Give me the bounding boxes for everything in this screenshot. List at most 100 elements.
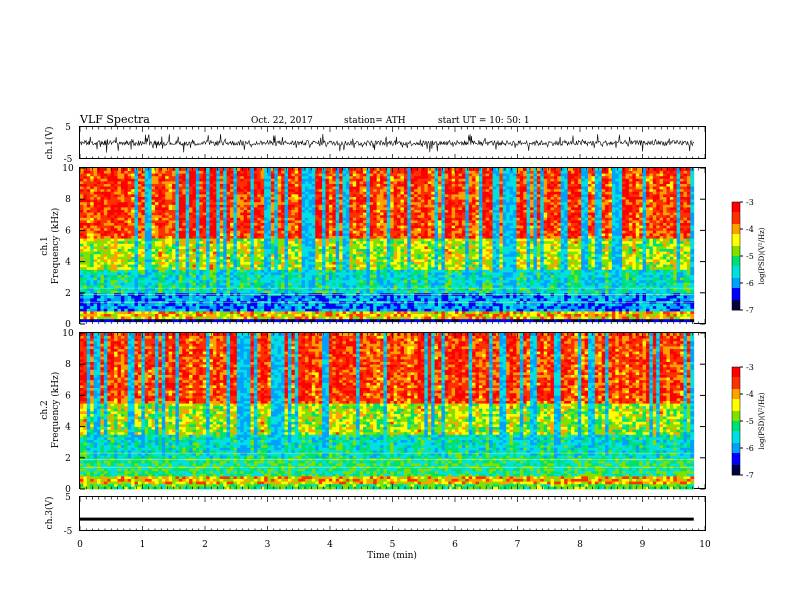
- spectrogram-cell: [162, 285, 166, 288]
- spectrogram-cell: [100, 191, 104, 194]
- spectrogram-cell: [189, 194, 193, 197]
- spectrogram-cell: [162, 259, 166, 262]
- spectrogram-cell: [135, 178, 139, 181]
- spectrogram-cell: [271, 241, 275, 244]
- spectrogram-cell: [223, 225, 227, 228]
- spectrogram-cell: [118, 233, 122, 236]
- spectrogram-cell: [240, 199, 244, 202]
- spectrogram-cell: [312, 168, 316, 171]
- spectrogram-cell: [210, 316, 214, 319]
- spectrogram-cell: [349, 210, 353, 213]
- spectrogram-cell: [343, 272, 347, 275]
- spectrogram-cell: [227, 189, 231, 192]
- spectrogram-cell: [118, 171, 122, 174]
- spectrogram-cell: [216, 277, 220, 280]
- spectrogram-cell: [326, 215, 330, 218]
- spectrogram-cell: [104, 210, 108, 213]
- spectrogram-cell: [90, 171, 94, 174]
- spectrogram-cell: [206, 220, 210, 223]
- spectrogram-cell: [264, 314, 268, 317]
- spectrogram-cell: [121, 228, 125, 231]
- spectrogram-cell: [94, 282, 98, 285]
- spectrogram-cell: [250, 290, 254, 293]
- spectrogram-cell: [179, 178, 183, 181]
- spectrogram-cell: [94, 243, 98, 246]
- spectrogram-cell: [240, 308, 244, 311]
- spectrogram-cell: [111, 280, 115, 283]
- spectrogram-cell: [360, 264, 364, 267]
- spectrogram-cell: [179, 280, 183, 283]
- spectrogram-cell: [111, 228, 115, 231]
- spectrogram-cell: [94, 225, 98, 228]
- spectrogram-cell: [155, 319, 159, 322]
- spectrogram-cell: [182, 277, 186, 280]
- spectrogram-cell: [179, 269, 183, 272]
- spectrogram-cell: [155, 202, 159, 205]
- spectrogram-cell: [193, 202, 197, 205]
- spectrogram-cell: [223, 256, 227, 259]
- spectrogram-cell: [97, 191, 101, 194]
- spectrogram-cell: [128, 308, 132, 311]
- spectrogram-cell: [83, 246, 87, 249]
- spectrogram-cell: [206, 189, 210, 192]
- spectrogram-cell: [288, 171, 292, 174]
- spectrogram-cell: [237, 171, 241, 174]
- spectrogram-cell: [315, 230, 319, 233]
- spectrogram-cell: [322, 202, 326, 205]
- spectrogram-cell: [189, 189, 193, 192]
- spectrogram-cell: [152, 259, 156, 262]
- spectrogram-cell: [213, 223, 217, 226]
- spectrogram-cell: [319, 202, 323, 205]
- spectrogram-cell: [220, 184, 224, 187]
- spectrogram-cell: [336, 204, 340, 207]
- spectrogram-cell: [216, 298, 220, 301]
- spectrogram-cell: [356, 275, 360, 278]
- spectrogram-cell: [250, 210, 254, 213]
- spectrogram-cell: [268, 319, 272, 322]
- spectrogram-cell: [165, 243, 169, 246]
- spectrogram-cell: [343, 181, 347, 184]
- spectrogram-cell: [193, 316, 197, 319]
- spectrogram-cell: [281, 223, 285, 226]
- spectrogram-cell: [360, 251, 364, 254]
- spectrogram-cell: [332, 171, 336, 174]
- spectrogram-cell: [155, 199, 159, 202]
- spectrogram-cell: [240, 280, 244, 283]
- spectrogram-cell: [100, 212, 104, 215]
- spectrogram-cell: [257, 220, 261, 223]
- spectrogram-cell: [291, 267, 295, 270]
- spectrogram-cell: [114, 233, 118, 236]
- spectrogram-cell: [336, 207, 340, 210]
- spectrogram-cell: [285, 290, 289, 293]
- spectrogram-cell: [100, 282, 104, 285]
- spectrogram-cell: [196, 191, 200, 194]
- spectrogram-cell: [182, 269, 186, 272]
- spectrogram-cell: [141, 230, 145, 233]
- spectrogram-cell: [343, 171, 347, 174]
- spectrogram-cell: [250, 246, 254, 249]
- spectrogram-cell: [288, 202, 292, 205]
- spectrogram-cell: [80, 264, 84, 267]
- spectrogram-cell: [206, 249, 210, 252]
- spectrogram-cell: [210, 233, 214, 236]
- spectrogram-cell: [346, 249, 350, 252]
- spectrogram-cell: [244, 277, 248, 280]
- spectrogram-cell: [223, 189, 227, 192]
- spectrogram-cell: [189, 236, 193, 239]
- spectrogram-cell: [206, 241, 210, 244]
- spectrogram-cell: [94, 269, 98, 272]
- spectrogram-cell: [349, 184, 353, 187]
- spectrogram-cell: [141, 238, 145, 241]
- spectrogram-cell: [121, 259, 125, 262]
- spectrogram-cell: [295, 202, 299, 205]
- spectrogram-cell: [104, 171, 108, 174]
- spectrogram-cell: [128, 241, 132, 244]
- spectrogram-cell: [193, 262, 197, 265]
- spectrogram-cell: [189, 319, 193, 322]
- spectrogram-cell: [237, 295, 241, 298]
- spectrogram-cell: [203, 314, 207, 317]
- spectrogram-cell: [199, 215, 203, 218]
- spectrogram-cell: [97, 264, 101, 267]
- spectrogram-cell: [97, 314, 101, 317]
- spectrogram-cell: [339, 269, 343, 272]
